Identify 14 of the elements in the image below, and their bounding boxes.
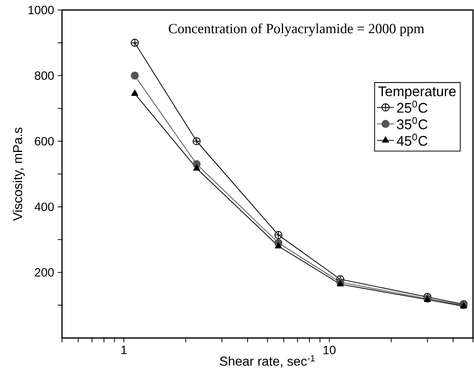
y-tick-label: 800: [34, 71, 54, 80]
y-tick-label: 400: [34, 202, 54, 212]
annotation: Concentration of Polyacrylamide = 2000 ppm: [168, 23, 424, 36]
legend-label: 45$^{0}$C: [396, 134, 428, 146]
x-tick-label: 1: [121, 346, 127, 354]
y-axis-title: Viscosity, mPa.s: [12, 128, 25, 221]
x-tick-label: 10: [324, 346, 336, 354]
legend-label: 35$^{0}$C: [396, 117, 428, 130]
legend-label: 25$^{0}$C: [397, 100, 428, 113]
legend-title: Temperature: [378, 86, 456, 100]
y-tick-label: 200: [34, 268, 54, 277]
x-axis-title: Shear rate, sec$^{-1}$: [220, 355, 315, 368]
y-tick-label: 600: [34, 136, 54, 146]
y-tick-label: 1000: [28, 6, 54, 14]
